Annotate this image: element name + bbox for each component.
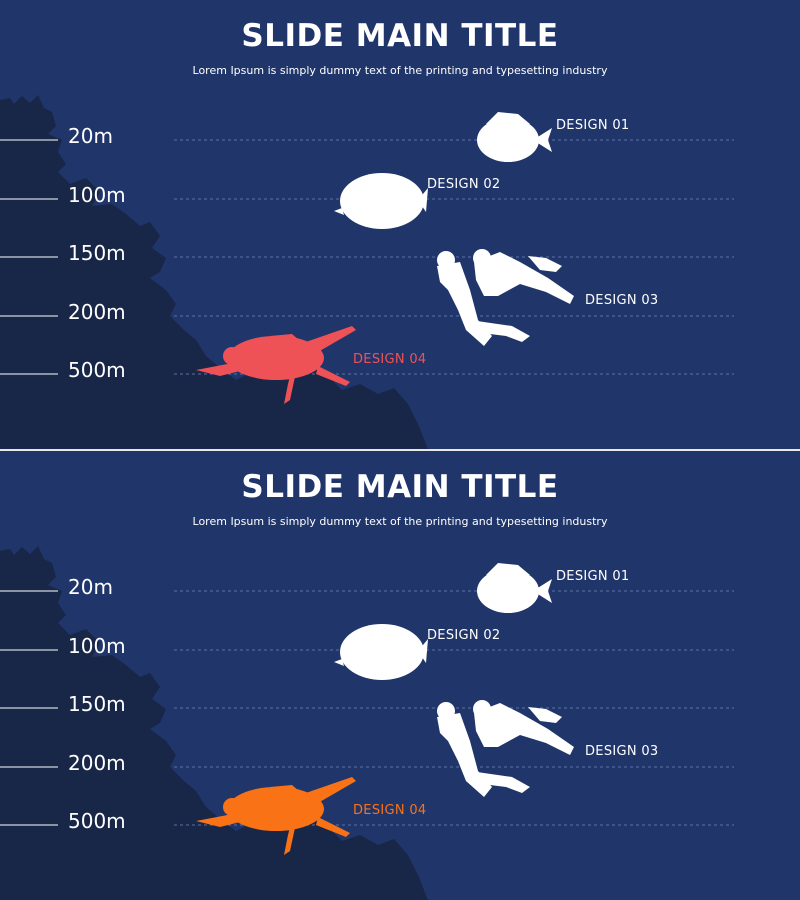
scuba-divers-icon bbox=[437, 700, 574, 797]
depth-label-200m: 200m bbox=[68, 751, 126, 775]
scuba-divers-icon bbox=[437, 249, 574, 346]
slide-title: SLIDE MAIN TITLE bbox=[241, 18, 559, 54]
sea-turtle-icon bbox=[196, 777, 356, 855]
design-01-label: DESIGN 01 bbox=[556, 569, 630, 584]
depth-label-200m: 200m bbox=[68, 300, 126, 324]
design-01-label: DESIGN 01 bbox=[556, 118, 630, 133]
depth-label-20m: 20m bbox=[68, 124, 113, 148]
fish-icon bbox=[477, 563, 552, 613]
design-04-label: DESIGN 04 bbox=[353, 352, 427, 367]
fish-icon bbox=[477, 112, 552, 162]
depth-label-20m: 20m bbox=[68, 575, 113, 599]
depth-label-100m: 100m bbox=[68, 183, 126, 207]
design-04-label: DESIGN 04 bbox=[353, 803, 427, 818]
depth-label-500m: 500m bbox=[68, 809, 126, 833]
coral-reef-silhouette bbox=[0, 95, 428, 449]
sea-turtle-icon bbox=[196, 326, 356, 404]
depth-label-100m: 100m bbox=[68, 634, 126, 658]
depth-label-500m: 500m bbox=[68, 358, 126, 382]
butterflyfish-icon bbox=[334, 173, 428, 229]
slide-1-artwork bbox=[0, 95, 734, 449]
slide-2: SLIDE MAIN TITLE Lorem Ipsum is simply d… bbox=[0, 451, 800, 900]
butterflyfish-icon bbox=[334, 624, 428, 680]
design-03-label: DESIGN 03 bbox=[585, 744, 659, 759]
slide-2-artwork bbox=[0, 546, 734, 900]
slide-1: SLIDE MAIN TITLE Lorem Ipsum is simply d… bbox=[0, 0, 800, 449]
slide-divider bbox=[0, 449, 800, 451]
depth-label-150m: 150m bbox=[68, 692, 126, 716]
design-02-label: DESIGN 02 bbox=[427, 177, 501, 192]
coral-reef-silhouette bbox=[0, 546, 428, 900]
design-02-label: DESIGN 02 bbox=[427, 628, 501, 643]
slide-title: SLIDE MAIN TITLE bbox=[241, 469, 559, 505]
depth-label-150m: 150m bbox=[68, 241, 126, 265]
slide-subtitle: Lorem Ipsum is simply dummy text of the … bbox=[192, 515, 608, 528]
slide-subtitle: Lorem Ipsum is simply dummy text of the … bbox=[192, 64, 608, 77]
design-03-label: DESIGN 03 bbox=[585, 293, 659, 308]
